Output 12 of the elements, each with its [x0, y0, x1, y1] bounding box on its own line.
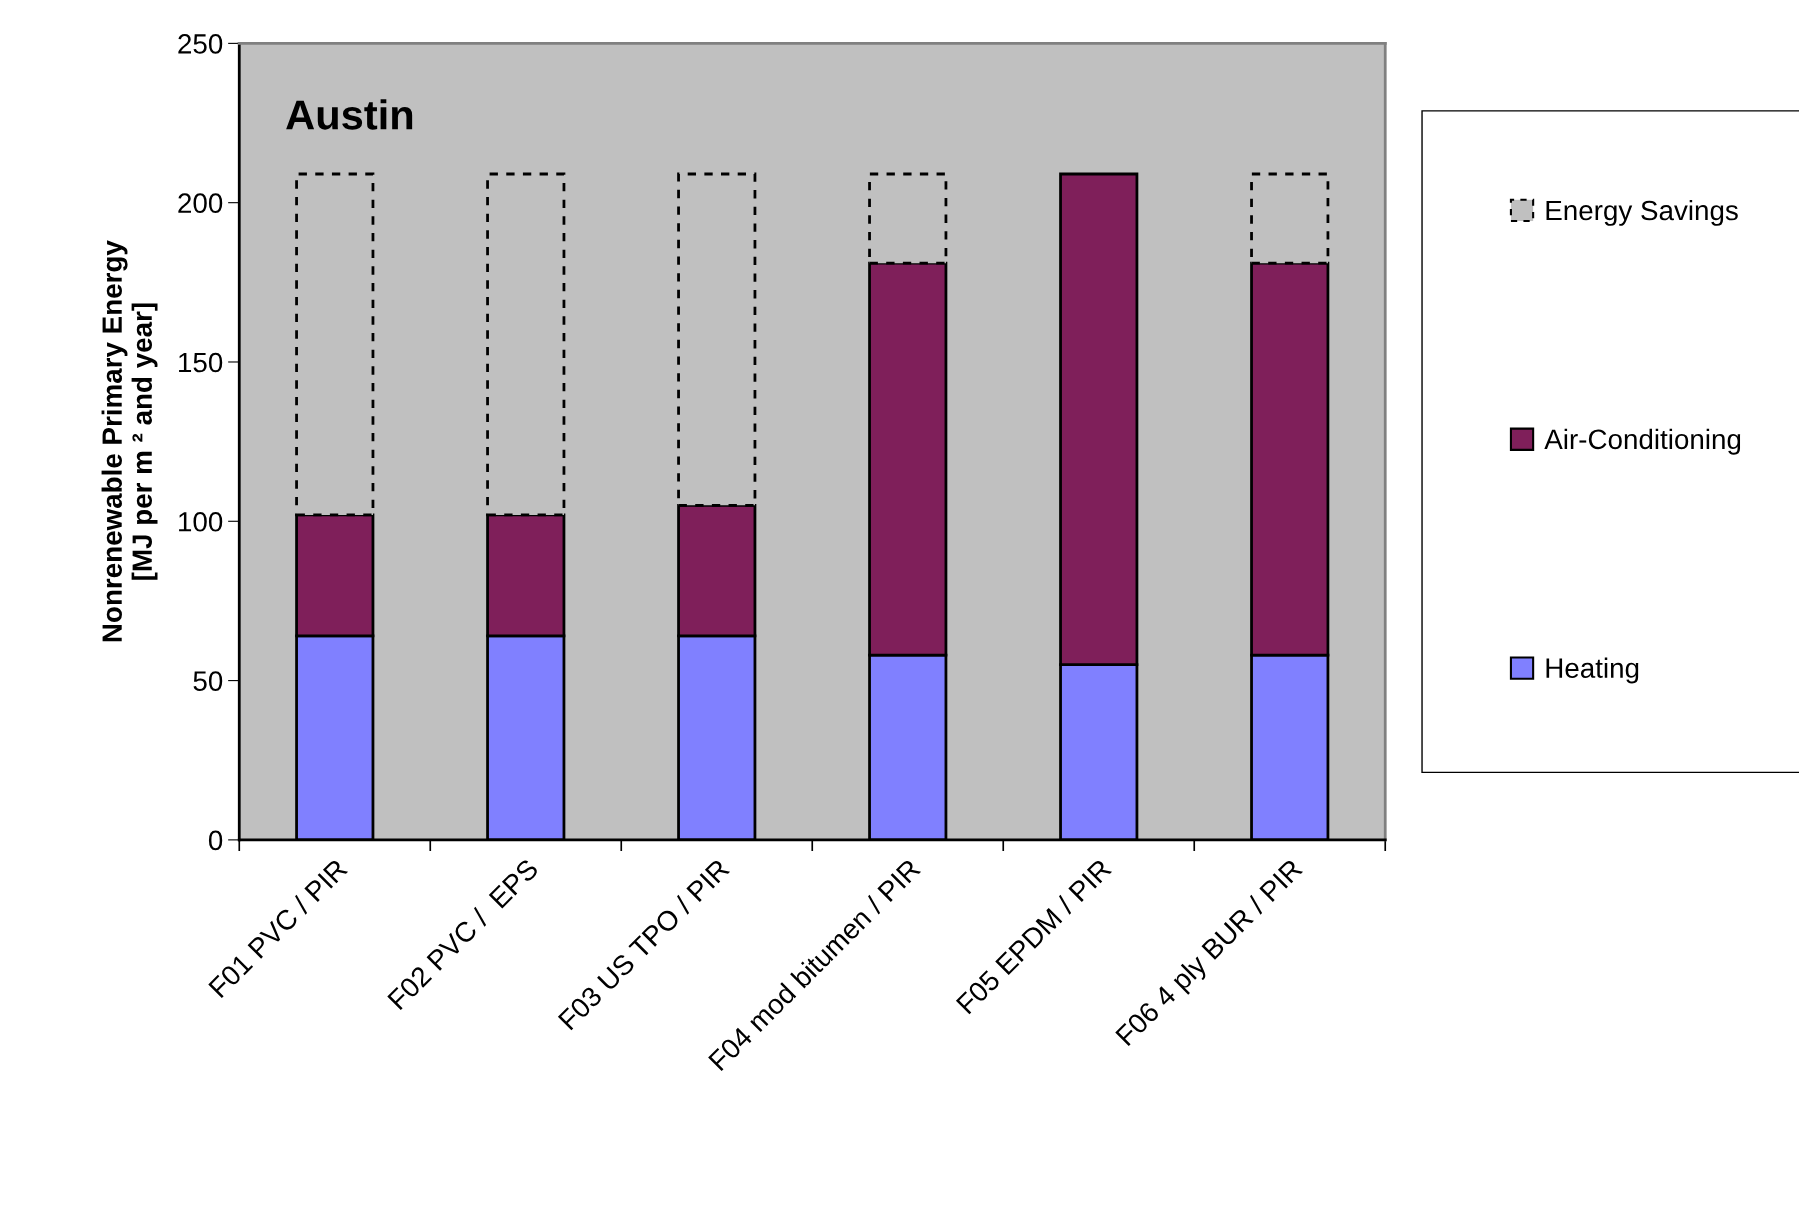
- legend-label: Heating: [1546, 657, 1639, 684]
- y-tick-label: 100: [179, 511, 223, 532]
- y-axis-title: Nonrenewable Primary Energy [MJ per m ² and year]: [101, 240, 158, 642]
- y-tick-label: 200: [178, 193, 223, 214]
- y-tick-label: 0: [208, 830, 223, 851]
- legend-label: Air-Conditioning: [1544, 428, 1741, 455]
- y-tick-label: 50: [193, 671, 223, 691]
- text: Austin: [286, 99, 413, 130]
- legend-label: Energy Savings: [1546, 199, 1738, 226]
- x-tick-label: F03 US TPO / PIR: [557, 857, 731, 1031]
- y-tick-label: 150: [179, 352, 223, 373]
- y-tick-label: 250: [178, 34, 223, 54]
